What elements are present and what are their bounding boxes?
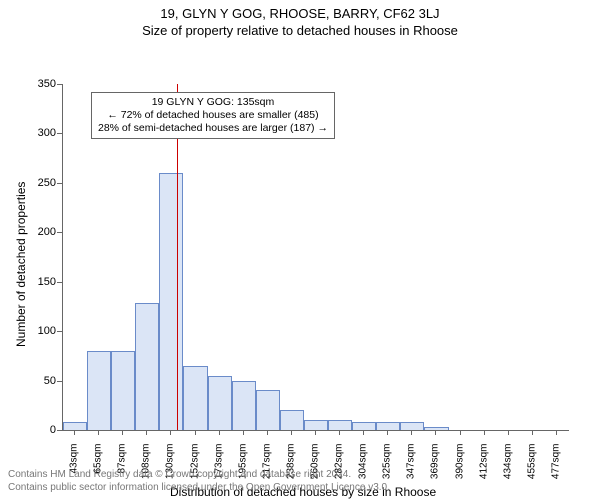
xtick-mark: [122, 430, 123, 435]
xtick-mark: [267, 430, 268, 435]
chart-area: 19 GLYN Y GOG: 135sqm← 72% of detached h…: [0, 38, 600, 500]
xtick-mark: [170, 430, 171, 435]
xtick-mark: [339, 430, 340, 435]
ytick-mark: [57, 282, 62, 283]
xtick-mark: [243, 430, 244, 435]
title-sub: Size of property relative to detached ho…: [0, 23, 600, 38]
xtick-mark: [532, 430, 533, 435]
histogram-bar: [304, 420, 328, 430]
histogram-bar: [376, 422, 400, 430]
xtick-mark: [315, 430, 316, 435]
xtick-mark: [460, 430, 461, 435]
histogram-bar: [159, 173, 183, 430]
ytick-label: 250: [30, 177, 56, 189]
xtick-mark: [508, 430, 509, 435]
histogram-bar: [183, 366, 207, 430]
annotation-line: 19 GLYN Y GOG: 135sqm: [98, 96, 328, 109]
xtick-label: 434sqm: [502, 444, 513, 494]
ytick-mark: [57, 381, 62, 382]
histogram-bar: [352, 422, 376, 430]
ytick-label: 100: [30, 325, 56, 337]
xtick-mark: [556, 430, 557, 435]
ytick-label: 150: [30, 276, 56, 288]
ytick-mark: [57, 84, 62, 85]
xtick-label: 412sqm: [478, 444, 489, 494]
xtick-label: 347sqm: [406, 444, 417, 494]
ytick-label: 300: [30, 127, 56, 139]
histogram-bar: [87, 351, 111, 430]
y-axis-label: Number of detached properties: [14, 182, 28, 347]
histogram-bar: [135, 303, 159, 430]
xtick-mark: [146, 430, 147, 435]
xtick-mark: [435, 430, 436, 435]
ytick-mark: [57, 183, 62, 184]
xtick-label: 455sqm: [526, 444, 537, 494]
histogram-bar: [208, 376, 232, 430]
ytick-mark: [57, 430, 62, 431]
ytick-label: 350: [30, 78, 56, 90]
histogram-bar: [424, 427, 448, 430]
xtick-mark: [387, 430, 388, 435]
xtick-mark: [74, 430, 75, 435]
histogram-bar: [256, 390, 280, 430]
annotation-line: 28% of semi-detached houses are larger (…: [98, 122, 328, 135]
annotation-line: ← 72% of detached houses are smaller (48…: [98, 109, 328, 122]
xtick-label: 369sqm: [430, 444, 441, 494]
footer-line-1: Contains HM Land Registry data © Crown c…: [8, 468, 390, 481]
xtick-mark: [363, 430, 364, 435]
plot-area: 19 GLYN Y GOG: 135sqm← 72% of detached h…: [62, 84, 569, 431]
ytick-mark: [57, 232, 62, 233]
ytick-mark: [57, 133, 62, 134]
xtick-mark: [195, 430, 196, 435]
chart-titles: 19, GLYN Y GOG, RHOOSE, BARRY, CF62 3LJ …: [0, 6, 600, 38]
xtick-mark: [98, 430, 99, 435]
ytick-mark: [57, 331, 62, 332]
histogram-bar: [63, 422, 87, 430]
title-main: 19, GLYN Y GOG, RHOOSE, BARRY, CF62 3LJ: [0, 6, 600, 21]
xtick-label: 477sqm: [550, 444, 561, 494]
ytick-label: 50: [30, 375, 56, 387]
xtick-mark: [219, 430, 220, 435]
histogram-bar: [111, 351, 135, 430]
annotation-box: 19 GLYN Y GOG: 135sqm← 72% of detached h…: [91, 92, 335, 139]
ytick-label: 0: [30, 424, 56, 436]
footer-attribution: Contains HM Land Registry data © Crown c…: [8, 468, 390, 494]
footer-line-2: Contains public sector information licen…: [8, 481, 390, 494]
ytick-label: 200: [30, 226, 56, 238]
xtick-mark: [291, 430, 292, 435]
xtick-mark: [484, 430, 485, 435]
histogram-bar: [400, 422, 424, 430]
histogram-bar: [232, 381, 256, 430]
histogram-bar: [328, 420, 352, 430]
xtick-label: 390sqm: [454, 444, 465, 494]
histogram-bar: [280, 410, 304, 430]
xtick-mark: [411, 430, 412, 435]
